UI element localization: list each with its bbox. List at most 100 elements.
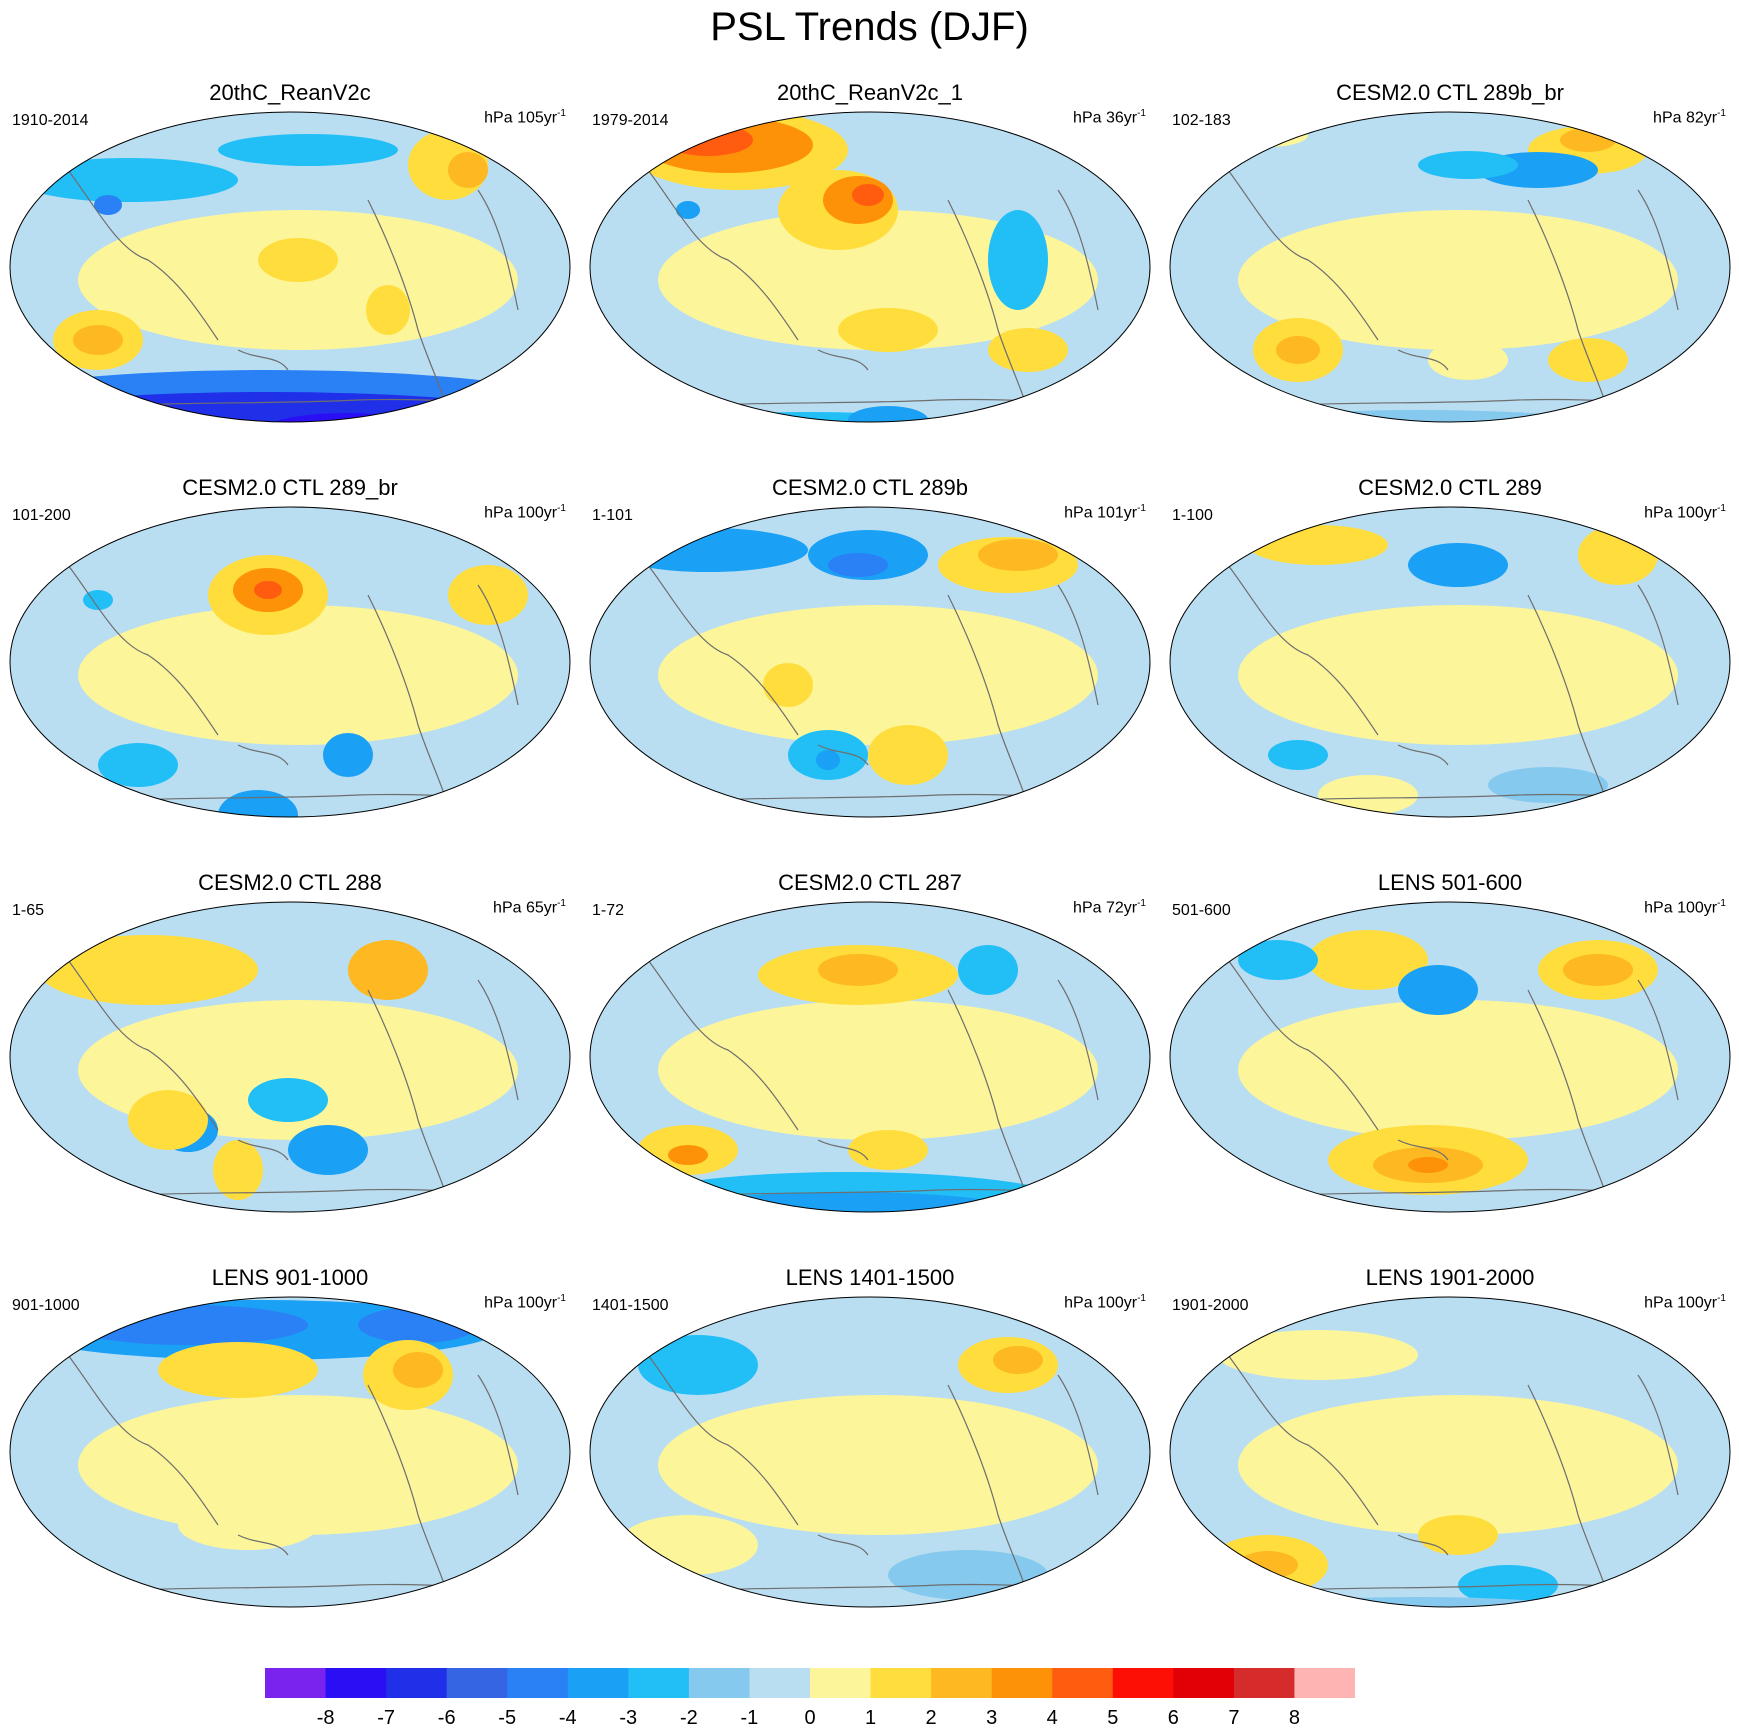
map-outline	[1169, 1296, 1731, 1608]
colorbar-label: -7	[377, 1707, 395, 1729]
map-panel: CESM2.0 CTL 289_br 101-200 hPa 100yr-1	[0, 395, 580, 818]
map-panel: CESM2.0 CTL 288 1-65 hPa 65yr-1	[0, 790, 580, 1213]
panel-units-exponent: -1	[1137, 503, 1146, 514]
map-outline	[1169, 111, 1731, 423]
coastline	[647, 169, 799, 341]
panel-period: 1-65	[12, 902, 45, 919]
field-contour	[258, 238, 338, 282]
field-contour	[1228, 123, 1308, 147]
panel-title: CESM2.0 CTL 287	[778, 870, 962, 895]
field-contour	[448, 152, 488, 188]
field-contour	[1308, 930, 1428, 990]
map-field	[9, 901, 571, 1213]
panel-title: CESM2.0 CTL 289b	[771, 475, 969, 500]
field-contour	[988, 328, 1068, 372]
colorbar-swatch	[1233, 1668, 1295, 1698]
panel-units-text: hPa 100yr	[1644, 1294, 1718, 1312]
field-contour	[993, 1346, 1043, 1374]
field-contour	[848, 406, 928, 422]
colorbar-label: -6	[437, 1707, 456, 1729]
field-contour	[818, 954, 898, 986]
panel-period: 1910-2014	[12, 112, 89, 129]
colorbar-swatch	[688, 1668, 750, 1698]
field-contour	[828, 553, 888, 577]
panel-units: hPa 101yr-1	[1064, 503, 1146, 522]
map-panel: LENS 1901-2000 1901-2000 hPa 100yr-1	[1160, 1185, 1739, 1608]
field-contour	[1276, 336, 1320, 364]
map-outline	[9, 111, 571, 423]
field-contour	[83, 590, 113, 610]
coastline	[367, 1384, 449, 1596]
panel-units: hPa 105yr-1	[484, 108, 566, 127]
map-panel: CESM2.0 CTL 289b 1-101 hPa 101yr-1	[580, 395, 1160, 818]
field-contour	[1488, 767, 1608, 803]
field-contour	[94, 195, 122, 215]
field-contour	[848, 1130, 928, 1170]
panel-units-exponent: -1	[1717, 1293, 1726, 1304]
panel-units: hPa 100yr-1	[1644, 503, 1726, 522]
panel-units-text: hPa 100yr	[484, 1294, 558, 1312]
figure-title: PSL Trends (DJF)	[710, 5, 1029, 49]
colorbar-label: -5	[498, 1707, 517, 1729]
panel-units: hPa 100yr-1	[1644, 1293, 1726, 1312]
coastline	[1397, 1534, 1449, 1556]
colorbar-label: -3	[619, 1707, 638, 1729]
panel-units-text: hPa 100yr	[484, 504, 558, 522]
coastline	[1527, 199, 1609, 411]
coastline	[367, 594, 449, 806]
colorbar-swatch	[749, 1668, 811, 1698]
panel-title: CESM2.0 CTL 289	[1358, 475, 1542, 500]
coastline	[647, 959, 799, 1131]
colorbar-swatch	[1173, 1668, 1235, 1698]
coastline	[67, 169, 219, 341]
field-contour	[1248, 525, 1388, 565]
coastline	[1397, 349, 1449, 371]
field-contour	[816, 750, 840, 770]
field-contour	[668, 1145, 708, 1165]
map-panel: CESM2.0 CTL 287 1-72 hPa 72yr-1	[580, 790, 1160, 1213]
coastline	[947, 1384, 1029, 1596]
field-contour	[393, 1352, 443, 1388]
coastline	[237, 1534, 289, 1556]
panel-title: LENS 501-600	[1377, 870, 1523, 895]
colorbar-label: 8	[1288, 1707, 1300, 1729]
coastline	[817, 349, 869, 371]
panel-period: 501-600	[1172, 902, 1231, 919]
map-field	[1169, 111, 1731, 423]
map-field	[589, 506, 1151, 818]
map-outline	[9, 506, 571, 818]
colorbar-swatch	[870, 1668, 932, 1698]
field-contour	[254, 581, 282, 599]
panel-units: hPa 100yr-1	[1064, 1293, 1146, 1312]
colorbar-swatch	[991, 1668, 1053, 1698]
field-contour	[1578, 525, 1658, 585]
field-contour	[68, 1305, 308, 1345]
map-outline	[589, 506, 1151, 818]
coastline	[817, 1534, 869, 1556]
panel-units-exponent: -1	[1717, 108, 1726, 119]
colorbar-swatch	[265, 1668, 327, 1698]
field-contour	[366, 285, 410, 335]
map-field	[589, 901, 1151, 1213]
map-panel: CESM2.0 CTL 289b_br 102-183 hPa 82yr-1	[1160, 0, 1739, 423]
map-field	[1169, 506, 1731, 818]
map-outline	[589, 111, 1151, 423]
colorbar-label: -8	[316, 1707, 335, 1729]
panel-units-exponent: -1	[557, 108, 566, 119]
coastline	[1637, 584, 1679, 706]
panel-units: hPa 82yr-1	[1653, 108, 1726, 127]
colorbar-label: 0	[804, 1707, 816, 1729]
panel-period: 1-100	[1172, 507, 1213, 524]
field-contour	[323, 733, 373, 777]
colorbar-swatch	[1112, 1668, 1174, 1698]
field-contour	[358, 1307, 478, 1343]
panel-units-text: hPa 105yr	[484, 109, 558, 127]
coastline	[1057, 979, 1099, 1101]
panel-units: hPa 100yr-1	[484, 1293, 566, 1312]
field-contour	[73, 325, 123, 355]
colorbar-label: -4	[558, 1707, 577, 1729]
field-contour	[1188, 1597, 1648, 1607]
colorbar-label: 5	[1107, 1707, 1119, 1729]
panel-units-exponent: -1	[1137, 1293, 1146, 1304]
colorbar-swatch	[1052, 1668, 1114, 1698]
